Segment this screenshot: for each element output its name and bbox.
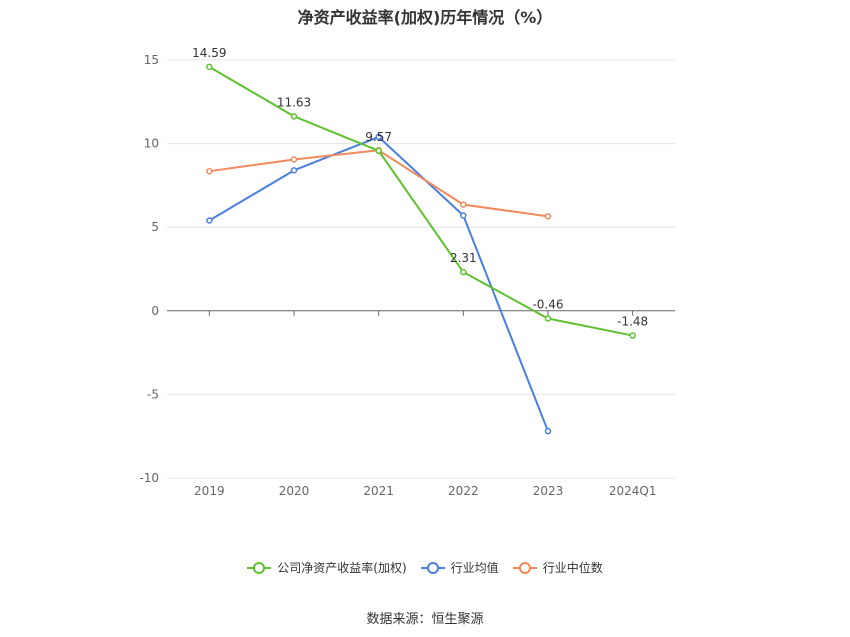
data-point (460, 212, 467, 219)
y-tick-label: -5 (147, 387, 159, 401)
legend-swatch-icon (420, 561, 445, 574)
data-point (290, 113, 298, 120)
data-label: -0.46 (532, 297, 563, 311)
x-tick-label: 2022 (448, 484, 479, 498)
grid-layer (167, 59, 675, 479)
data-point (544, 427, 552, 435)
series-line (209, 149, 549, 218)
legend: 公司净资产收益率(加权) 行业均值 行业中位数 (0, 559, 850, 576)
data-point (206, 63, 213, 71)
x-tick-label: 2020 (279, 484, 310, 498)
data-point (206, 217, 213, 224)
legend-item[interactable]: 行业均值 (420, 559, 499, 576)
legend-swatch-icon (512, 561, 537, 574)
data-point (460, 268, 467, 276)
data-point (544, 213, 552, 220)
series-line (208, 65, 633, 337)
data-point (629, 332, 636, 339)
data-point (375, 147, 382, 155)
legend-label: 公司净资产收益率(加权) (277, 561, 407, 575)
legend-label: 行业中位数 (542, 561, 603, 575)
y-tick-label: -10 (139, 471, 159, 485)
data-label: 2.31 (450, 251, 477, 265)
data-label: 11.63 (277, 95, 311, 109)
label-layer: 14.59 11.63 9.57 2.31 -0.46 -1.48 (192, 46, 648, 329)
legend-item[interactable]: 公司净资产收益率(加权) (247, 559, 407, 576)
data-point (206, 167, 213, 175)
legend-item[interactable]: 行业中位数 (512, 559, 603, 576)
y-tick-label: 10 (144, 137, 159, 151)
legend-swatch-icon (247, 561, 272, 574)
source-note: 数据来源：恒生聚源 (366, 612, 484, 627)
legend-label: 行业均值 (450, 561, 499, 575)
x-tick-label: 2023 (533, 484, 564, 498)
data-label: 9.57 (365, 130, 392, 144)
axis-layer: 15 10 5 0 -5 -10 2019 2020 2021 2022 2023 2024Q1 (139, 53, 675, 498)
data-point (544, 315, 552, 322)
y-tick-label: 15 (144, 53, 159, 67)
data-point (290, 156, 298, 163)
x-tick-label: 2021 (363, 484, 394, 498)
data-label: 14.59 (192, 46, 226, 60)
series-line (208, 135, 549, 432)
chart-title: 净资产收益率(加权)历年情况（%） (297, 8, 553, 27)
series-layer (206, 63, 636, 435)
data-point (460, 201, 467, 208)
y-tick-label: 5 (151, 220, 159, 234)
data-point (290, 167, 298, 174)
data-point (375, 133, 382, 141)
y-tick-label: 0 (151, 304, 159, 318)
x-tick-label: 2024Q1 (609, 484, 657, 498)
data-label: -1.48 (617, 315, 648, 329)
x-tick-label: 2019 (194, 484, 225, 498)
